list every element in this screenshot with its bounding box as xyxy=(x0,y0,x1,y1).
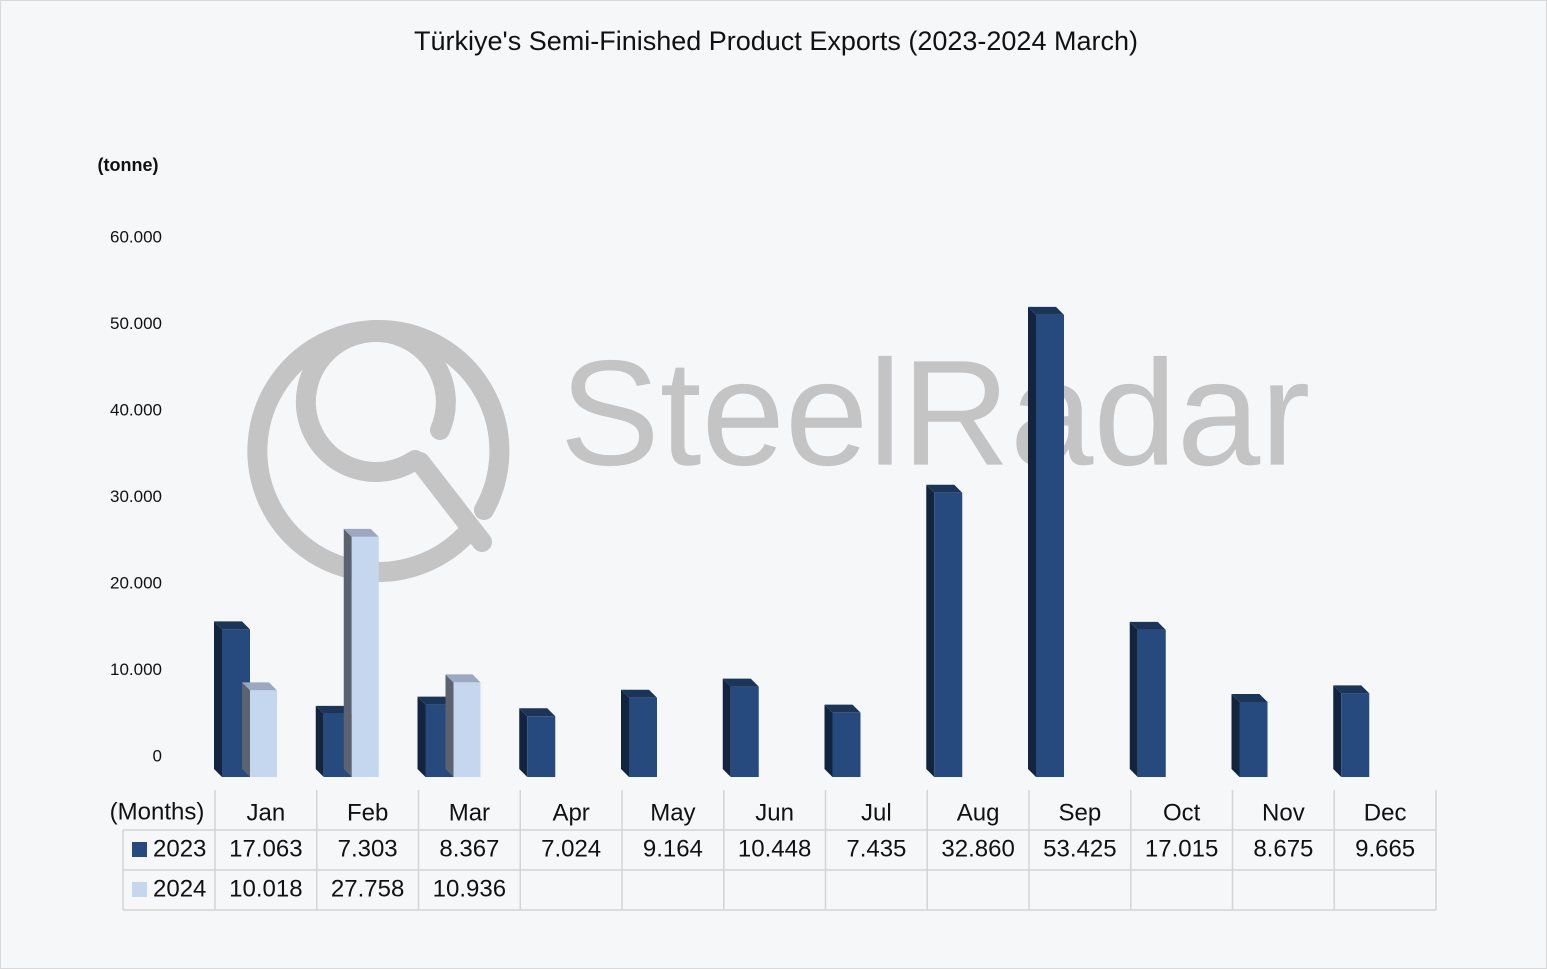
bar-top xyxy=(315,705,352,714)
bar-top xyxy=(214,621,250,630)
x-tick-label: Jul xyxy=(861,799,892,826)
bar-side xyxy=(417,696,426,777)
bar xyxy=(629,697,657,777)
y-tick-label: 20.000 xyxy=(110,573,162,592)
bar-side xyxy=(315,705,324,777)
bar xyxy=(1036,314,1064,777)
bar-top xyxy=(519,708,556,717)
x-tick-label: Oct xyxy=(1163,799,1201,826)
bar-side xyxy=(519,708,528,777)
bar xyxy=(832,712,861,777)
y-tick-label: 60.000 xyxy=(110,227,162,246)
bar-top xyxy=(722,678,759,687)
legend-label: 2023 xyxy=(153,835,206,862)
bar xyxy=(1341,693,1370,777)
data-label: 7.303 xyxy=(338,835,398,862)
bar-side xyxy=(343,528,352,777)
bar-top xyxy=(242,682,277,691)
data-label: 17.015 xyxy=(1145,835,1218,862)
data-label: 7.435 xyxy=(846,835,906,862)
data-label: 10.448 xyxy=(738,835,811,862)
bar-top xyxy=(417,696,454,705)
x-tick-label: Nov xyxy=(1262,799,1305,826)
bar xyxy=(1137,629,1166,777)
bar-top xyxy=(1129,621,1166,630)
watermark: SteelRadar xyxy=(560,329,1310,497)
y-tick-label: 0 xyxy=(153,746,162,765)
y-axis-label: (tonne) xyxy=(98,155,159,175)
y-tick-label: 10.000 xyxy=(110,660,162,679)
x-tick-label: Feb xyxy=(347,799,388,826)
bar-side xyxy=(1231,693,1240,777)
bar-side xyxy=(242,682,250,777)
bar xyxy=(351,536,379,777)
bar-side xyxy=(621,689,629,777)
bar-top xyxy=(621,689,657,698)
bar-top xyxy=(926,484,963,493)
chart-title: Türkiye's Semi-Finished Product Exports … xyxy=(414,26,1138,56)
bar-side xyxy=(214,621,222,777)
bar-top xyxy=(445,674,481,683)
x-tick-label: Mar xyxy=(449,799,490,826)
legend-label: 2024 xyxy=(153,875,206,902)
x-tick-label: Aug xyxy=(957,799,1000,826)
bar-side xyxy=(1129,621,1138,777)
data-label: 8.367 xyxy=(439,835,499,862)
data-label: 10.018 xyxy=(229,875,302,902)
bar xyxy=(527,716,556,777)
y-tick-label: 30.000 xyxy=(110,487,162,506)
x-tick-label: May xyxy=(650,799,695,826)
bar xyxy=(453,682,481,777)
bar-top xyxy=(343,528,379,537)
bar-top xyxy=(1333,685,1370,694)
x-axis-label: (Months) xyxy=(110,798,205,825)
x-tick-label: Sep xyxy=(1059,799,1102,826)
x-tick-label: Jan xyxy=(247,799,286,826)
y-tick-label: 50.000 xyxy=(110,314,162,333)
x-tick-label: Dec xyxy=(1364,799,1407,826)
data-label: 9.164 xyxy=(643,835,703,862)
bar-side xyxy=(926,484,935,777)
legend-swatch xyxy=(132,882,147,897)
x-tick-label: Apr xyxy=(552,799,589,826)
bar xyxy=(934,492,963,777)
data-label: 7.024 xyxy=(541,835,601,862)
bar-side xyxy=(1333,685,1342,777)
y-tick-label: 40.000 xyxy=(110,400,162,419)
data-label: 32.860 xyxy=(941,835,1014,862)
data-label: 9.665 xyxy=(1355,835,1415,862)
data-label: 8.675 xyxy=(1253,835,1313,862)
bar-top xyxy=(1231,693,1268,702)
data-label: 17.063 xyxy=(229,835,302,862)
bar-side xyxy=(722,678,731,777)
data-label: 27.758 xyxy=(331,875,404,902)
bar-side xyxy=(1028,306,1036,777)
x-tick-label: Jun xyxy=(755,799,794,826)
bar-top xyxy=(1028,306,1064,315)
bar-side xyxy=(824,704,833,777)
bar xyxy=(730,686,759,777)
bar-top xyxy=(824,704,861,713)
data-label: 53.425 xyxy=(1043,835,1116,862)
bar-side xyxy=(445,674,454,777)
data-label: 10.936 xyxy=(433,875,506,902)
bar xyxy=(1239,701,1268,777)
bar xyxy=(250,690,277,777)
legend-swatch xyxy=(132,842,147,857)
